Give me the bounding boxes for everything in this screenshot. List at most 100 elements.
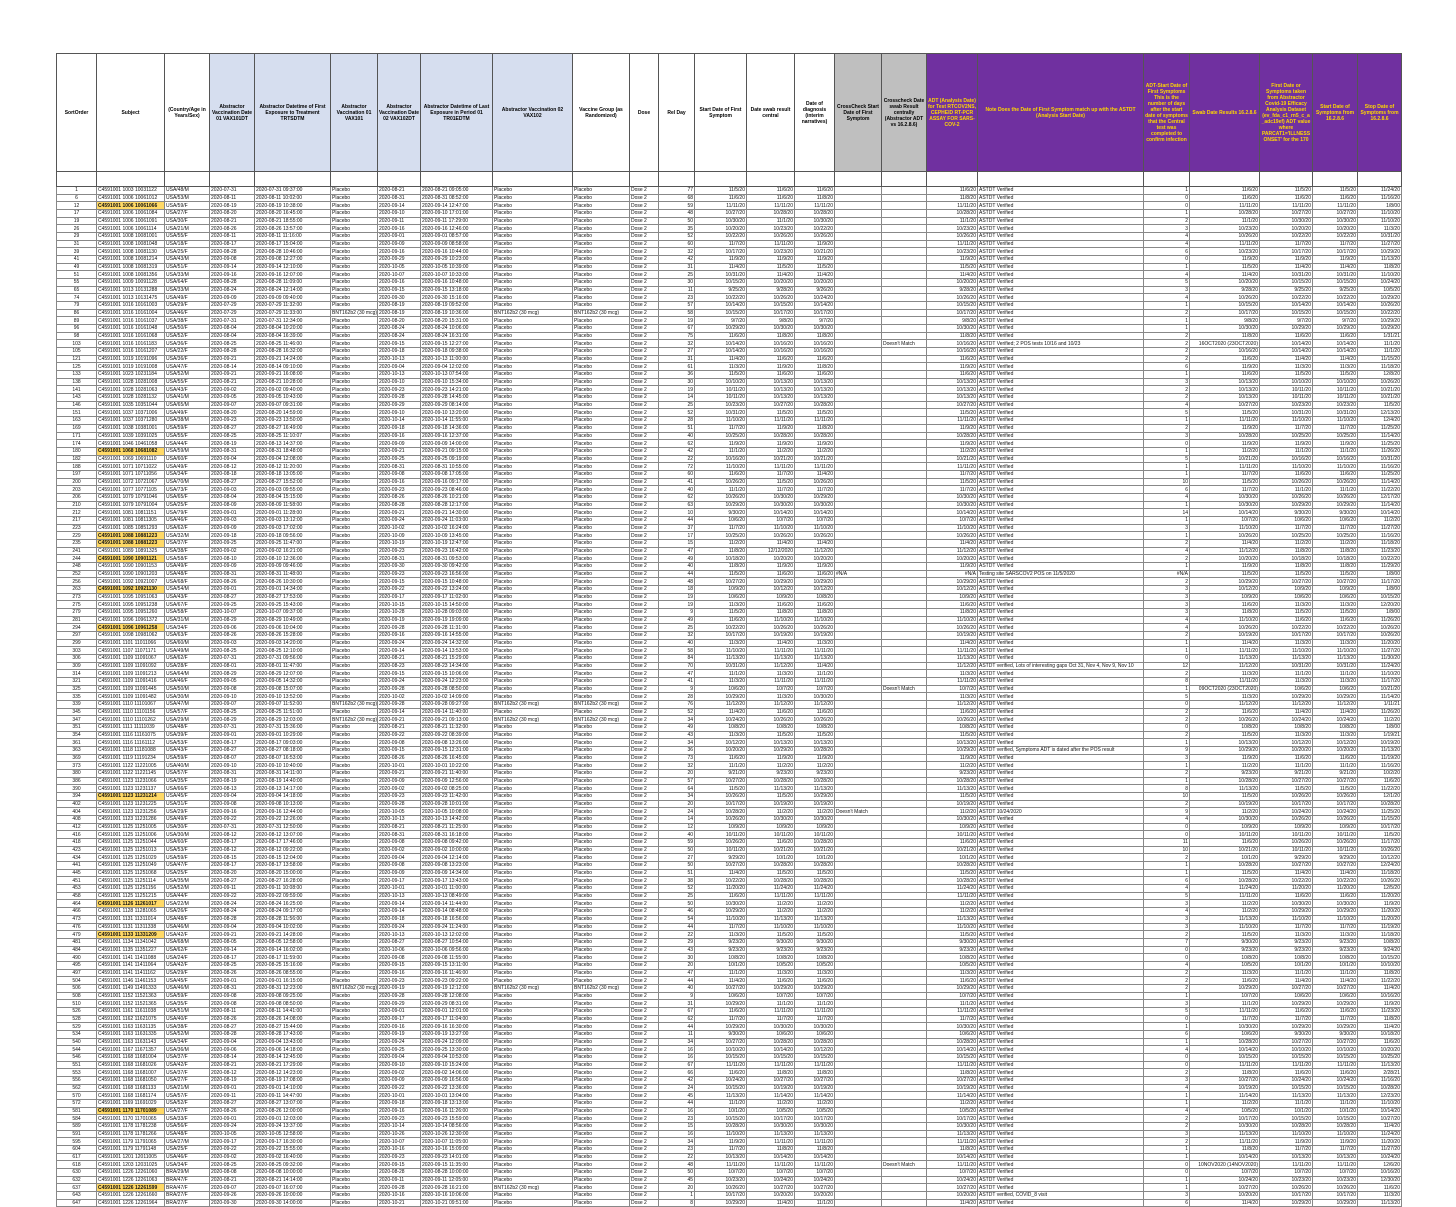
table-cell: USA/35/F xyxy=(164,776,210,786)
table-cell: 2020-08-28 xyxy=(209,278,255,287)
table-cell: 2020-08-23 xyxy=(377,661,421,671)
table-cell: 10/7/20 xyxy=(926,1168,978,1177)
table-cell xyxy=(834,224,882,234)
table-cell: 2020-09-18 xyxy=(377,1098,421,1108)
table-cell: 10/20/20 xyxy=(746,278,795,287)
table-cell: 11/7/20 xyxy=(1259,523,1313,533)
table-cell: Placebo xyxy=(572,723,630,732)
table-cell: Dose 2 xyxy=(629,968,659,978)
table-cell: 9/30/20 xyxy=(1312,508,1358,517)
table-cell: 10/14/20 xyxy=(1189,508,1260,517)
table-cell xyxy=(834,983,882,993)
table-cell: 62 xyxy=(658,439,695,448)
table-cell: 2020-09-09 xyxy=(209,293,255,303)
table-cell: 28 xyxy=(658,416,695,425)
table-cell: USA/48/M xyxy=(164,186,210,195)
table-cell: 11/5/20 xyxy=(694,186,747,195)
table-cell: 10/26/20 xyxy=(1357,301,1402,310)
table-cell: USA/70/M xyxy=(164,477,210,487)
table-cell: 2020-09-18 xyxy=(377,347,421,356)
table-cell: 10/17/20 xyxy=(694,1191,747,1200)
table-cell: 10/6/20 xyxy=(694,991,747,1001)
table-cell: 2020-09-22 15:55:00 xyxy=(254,1145,331,1154)
table-cell: 10/27/20 xyxy=(694,776,747,786)
table-cell: 36 xyxy=(658,370,695,379)
table-cell: C4591001 1163 11631143 xyxy=(96,1037,165,1047)
table-cell: 10/30/20 xyxy=(926,492,978,502)
table-cell xyxy=(834,439,882,448)
table-cell: 11/13/20 xyxy=(1357,746,1402,755)
table-cell: Placebo xyxy=(492,546,573,556)
spacer-cell xyxy=(629,171,659,187)
table-cell: 16 xyxy=(658,1106,695,1116)
table-cell: ASTDT Verified xyxy=(977,232,1144,241)
table-cell: 10/27/20 xyxy=(1259,776,1313,786)
table-cell: 10/23/20 xyxy=(1189,224,1260,234)
table-cell: C4591001 1168 11681007 xyxy=(96,1068,165,1077)
table-cell: 11/9/20 xyxy=(746,423,795,433)
table-cell: 11/6/20 xyxy=(1312,753,1358,763)
table-cell: 2020-09-08 15:07:00 xyxy=(254,684,331,694)
table-row: 534 C4591001 1163 11631335 USA/52/M 2020-08… xyxy=(56,1029,1402,1039)
table-cell: 1 xyxy=(658,1191,695,1200)
table-cell: Placebo xyxy=(492,469,573,479)
table-cell: 2020-08-19 xyxy=(209,1075,255,1085)
table-cell: 2020-10-01 xyxy=(377,1091,421,1100)
table-cell: 9/30/20 xyxy=(746,937,795,947)
table-cell: Placebo xyxy=(492,1022,573,1031)
table-cell: Placebo xyxy=(492,186,573,195)
table-cell: 9/29/20 xyxy=(1259,853,1313,863)
table-cell: 11/2/20 xyxy=(794,899,835,909)
table-cell: 10/15/20 xyxy=(1357,953,1402,962)
table-cell: 10/20/20 xyxy=(794,278,835,287)
table-cell: 10NOV2020 (14NOV2020) xyxy=(1189,1160,1260,1169)
table-cell: 10/28/20 xyxy=(926,776,978,786)
table-cell: 279 xyxy=(56,607,97,617)
table-cell: 6 xyxy=(1143,485,1190,494)
table-cell: 10/20/20 xyxy=(1312,224,1358,234)
table-cell: 479 xyxy=(56,930,97,939)
table-cell: C4591001 1081 10811151 xyxy=(96,508,165,517)
table-cell: 2020-08-31 08:52:00 xyxy=(420,193,493,203)
table-cell: Placebo xyxy=(492,899,573,909)
table-cell: 2020-09-09 xyxy=(377,239,421,249)
table-cell: USA/51/F xyxy=(164,262,210,272)
table-cell: 551 xyxy=(56,1060,97,1070)
table-cell: 10/20/20 xyxy=(1189,554,1260,563)
table-cell: 1 xyxy=(1143,316,1190,326)
table-cell: 2020-09-17 xyxy=(209,1137,255,1146)
table-cell: 1 xyxy=(1143,561,1190,571)
table-cell: 10/12/20 xyxy=(1259,738,1313,748)
table-cell: 10/6/20 xyxy=(1259,991,1313,1001)
table-cell: 10/10/20 xyxy=(694,377,747,387)
table-cell: ASTDT Verified xyxy=(977,914,1144,924)
table-cell: 297 xyxy=(56,630,97,640)
table-cell: 2020-08-13 xyxy=(209,784,255,794)
table-cell: 2020-09-09 14:34:00 xyxy=(420,868,493,878)
table-cell: C4591001 1119 11191234 xyxy=(96,753,165,763)
table-cell: 11/26/20 xyxy=(1357,446,1402,456)
table-cell xyxy=(834,600,882,609)
table-cell: 10/14/20 xyxy=(1189,1152,1260,1162)
table-cell: Placebo xyxy=(330,439,378,448)
table-cell: 10/29/20 xyxy=(926,577,978,586)
table-cell: 2020-08-28 xyxy=(377,500,421,510)
table-cell: C4591001 1092 10921007 xyxy=(96,577,165,586)
table-cell: 11/2/20 xyxy=(926,446,978,456)
table-cell: C4591001 1178 11781266 xyxy=(96,1129,165,1139)
table-cell: C4591001 1168 11681174 xyxy=(96,1091,165,1100)
table-cell xyxy=(834,838,882,847)
table-cell xyxy=(881,1037,927,1047)
table-cell: 10/28/20 xyxy=(1189,861,1260,870)
table-cell: Placebo xyxy=(572,201,630,210)
table-cell: 630 xyxy=(56,1168,97,1177)
table-cell: Dose 2 xyxy=(629,446,659,456)
table-cell: 11/23/20 xyxy=(1357,546,1402,556)
table-cell: USA/56/F xyxy=(164,1121,210,1131)
table-cell: 20 xyxy=(658,799,695,809)
table-cell: Placebo xyxy=(330,853,378,863)
table-cell: 11/6/20 xyxy=(1259,753,1313,763)
table-cell: 10/8/20 xyxy=(1259,723,1313,732)
table-cell: 2020-08-26 xyxy=(209,1106,255,1116)
table-cell: 30 xyxy=(658,953,695,962)
